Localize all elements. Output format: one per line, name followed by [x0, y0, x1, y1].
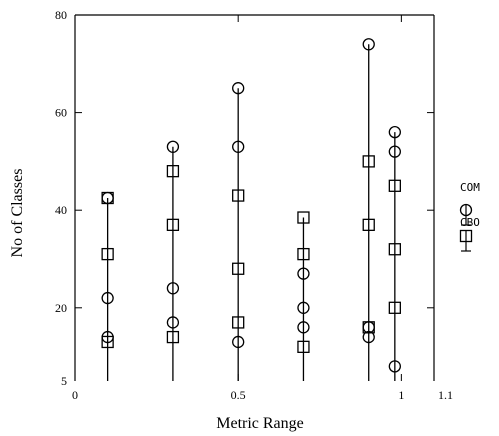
cbo-point	[166, 330, 180, 344]
com-point	[297, 301, 310, 314]
com-point	[101, 291, 114, 305]
legend-label: CBO	[460, 216, 480, 229]
cbo-point	[101, 247, 114, 261]
com-point	[388, 145, 401, 158]
cbo-point	[362, 218, 375, 231]
com-point	[297, 321, 310, 334]
com-point	[166, 316, 180, 329]
cbo-point	[362, 155, 375, 168]
cbo-point	[232, 316, 245, 329]
range-lines	[106, 44, 396, 381]
legend-circle-marker	[459, 203, 473, 217]
com-point	[388, 360, 401, 373]
x-tick-label: 1.1	[438, 388, 453, 402]
x-tick-label: 0	[72, 388, 78, 402]
cbo-point	[388, 243, 401, 256]
cbo-point	[166, 165, 180, 178]
y-tick-label: 5	[61, 374, 67, 388]
y-tick-label: 20	[55, 301, 67, 315]
cbo-point	[101, 191, 114, 205]
com-point	[232, 335, 245, 349]
cbo-point	[297, 247, 310, 261]
com-point	[166, 140, 180, 153]
com-point	[362, 330, 375, 344]
x-tick-label: 0.5	[231, 388, 246, 402]
com-point	[297, 267, 310, 280]
y-axis-label: No of Classes	[9, 169, 26, 258]
x-axis-label: Metric Range	[216, 415, 304, 432]
com-point	[388, 125, 401, 139]
cbo-point	[362, 321, 375, 334]
legend-square-marker	[459, 229, 473, 243]
com-point	[232, 140, 245, 153]
cbo-point	[388, 301, 401, 314]
y-tick-label: 80	[55, 8, 67, 22]
com-point	[232, 82, 245, 95]
cbo-point	[297, 340, 310, 353]
legend: COM CBO	[459, 181, 480, 252]
cbo-point	[166, 218, 180, 231]
com-point	[362, 38, 375, 51]
legend-label: COM	[460, 181, 480, 194]
cbo-point	[232, 262, 245, 275]
com-point	[166, 282, 180, 295]
axis-ticks: 5 20 40 60 80 0 0.5 1 1.1	[55, 8, 453, 402]
cbo-point	[297, 211, 310, 224]
cbo-point	[101, 335, 114, 349]
cbo-point	[232, 189, 245, 202]
data-markers	[101, 38, 401, 373]
plot-frame	[74, 14, 435, 381]
cbo-point	[388, 179, 401, 192]
y-tick-label: 40	[55, 203, 67, 217]
y-tick-label: 60	[55, 106, 67, 120]
x-tick-label: 1	[398, 388, 404, 402]
